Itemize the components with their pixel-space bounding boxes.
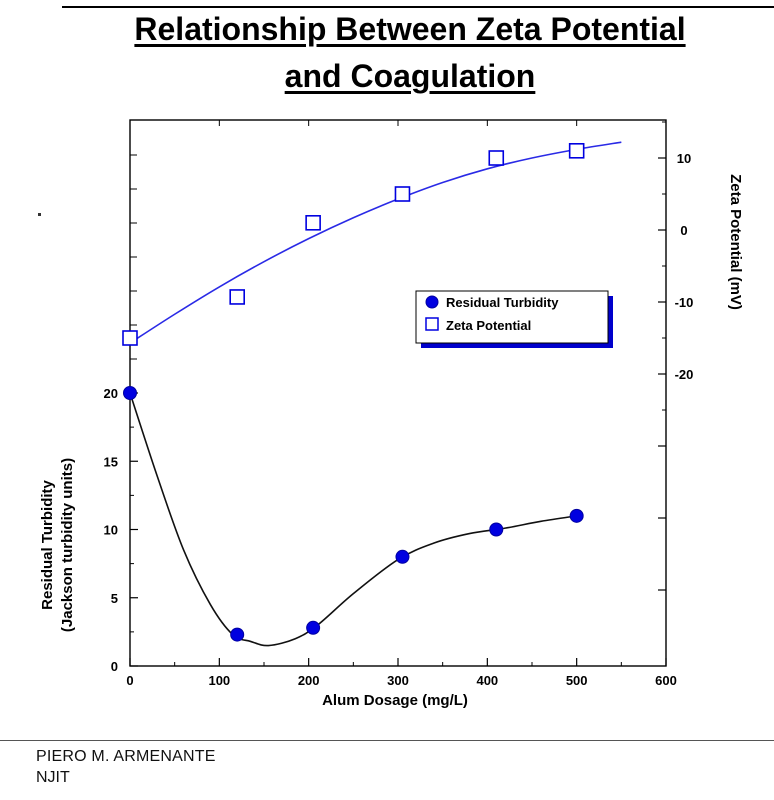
slide-title-line1: Relationship Between Zeta Potential [134, 11, 686, 47]
footer-institution: NJIT [36, 769, 70, 786]
y-left-tick-label: 5 [111, 591, 118, 606]
legend: Residual Turbidity Zeta Potential [415, 290, 613, 348]
footer-author: PIERO M. ARMENANTE [36, 748, 216, 765]
zeta-point [488, 150, 505, 166]
footer-rule [0, 740, 774, 741]
turbidity-point [306, 620, 321, 635]
legend-box [415, 290, 609, 344]
legend-zeta-marker [425, 317, 439, 331]
zeta-point [568, 143, 585, 159]
x-axis-title: Alum Dosage (mg/L) [322, 692, 468, 709]
top-rule [62, 6, 774, 8]
zeta-point [394, 186, 411, 202]
fit-curves [129, 141, 622, 647]
y-right-tick-label: 10 [677, 151, 691, 166]
zeta-point [122, 330, 138, 346]
turbidity-point [569, 508, 584, 523]
legend-zeta-label: Zeta Potential [446, 318, 531, 333]
x-tick-label: 200 [298, 673, 320, 688]
plot-border [129, 119, 667, 667]
zeta-point [229, 289, 245, 305]
y-left-tick-label: 15 [104, 454, 118, 469]
x-tick-label: 500 [566, 673, 588, 688]
y-left-tick-label: 20 [104, 386, 118, 401]
zeta-point [305, 215, 321, 231]
turbidity-fit-curve [129, 392, 577, 647]
plot-frame [129, 119, 667, 667]
turbidity-point [230, 627, 245, 642]
turbidity-point [123, 386, 137, 400]
x-tick-label: 400 [476, 673, 498, 688]
y-left-axis-title-line1: Residual Turbidity [39, 479, 56, 609]
legend-turbidity-label: Residual Turbidity [446, 295, 559, 310]
data-points [122, 143, 585, 642]
x-tick-label: 100 [208, 673, 230, 688]
turbidity-point [395, 549, 410, 564]
x-tick-label: 0 [126, 673, 133, 688]
y-right-tick-label: 0 [680, 223, 687, 238]
slide-title-line2: and Coagulation [284, 58, 536, 94]
y-right-tick-label: -20 [675, 367, 694, 382]
legend-turbidity-marker [425, 295, 439, 309]
turbidity-point [489, 522, 504, 537]
x-tick-label: 600 [655, 673, 677, 688]
y-left-tick-label: 10 [104, 523, 118, 538]
x-tick-label: 300 [387, 673, 409, 688]
y-left-tick-label: 0 [111, 659, 118, 674]
axis-labels: Alum Dosage (mg/L)Residual Turbidity (Jac… [39, 174, 744, 709]
y-right-tick-label: -10 [675, 295, 694, 310]
y-left-axis-title-line2: (Jackson turbidity units) [59, 458, 76, 632]
stray-dot [38, 213, 41, 216]
zeta-fit-curve [129, 141, 622, 344]
y-right-axis-title: Zeta Potential (mV) [727, 174, 744, 310]
